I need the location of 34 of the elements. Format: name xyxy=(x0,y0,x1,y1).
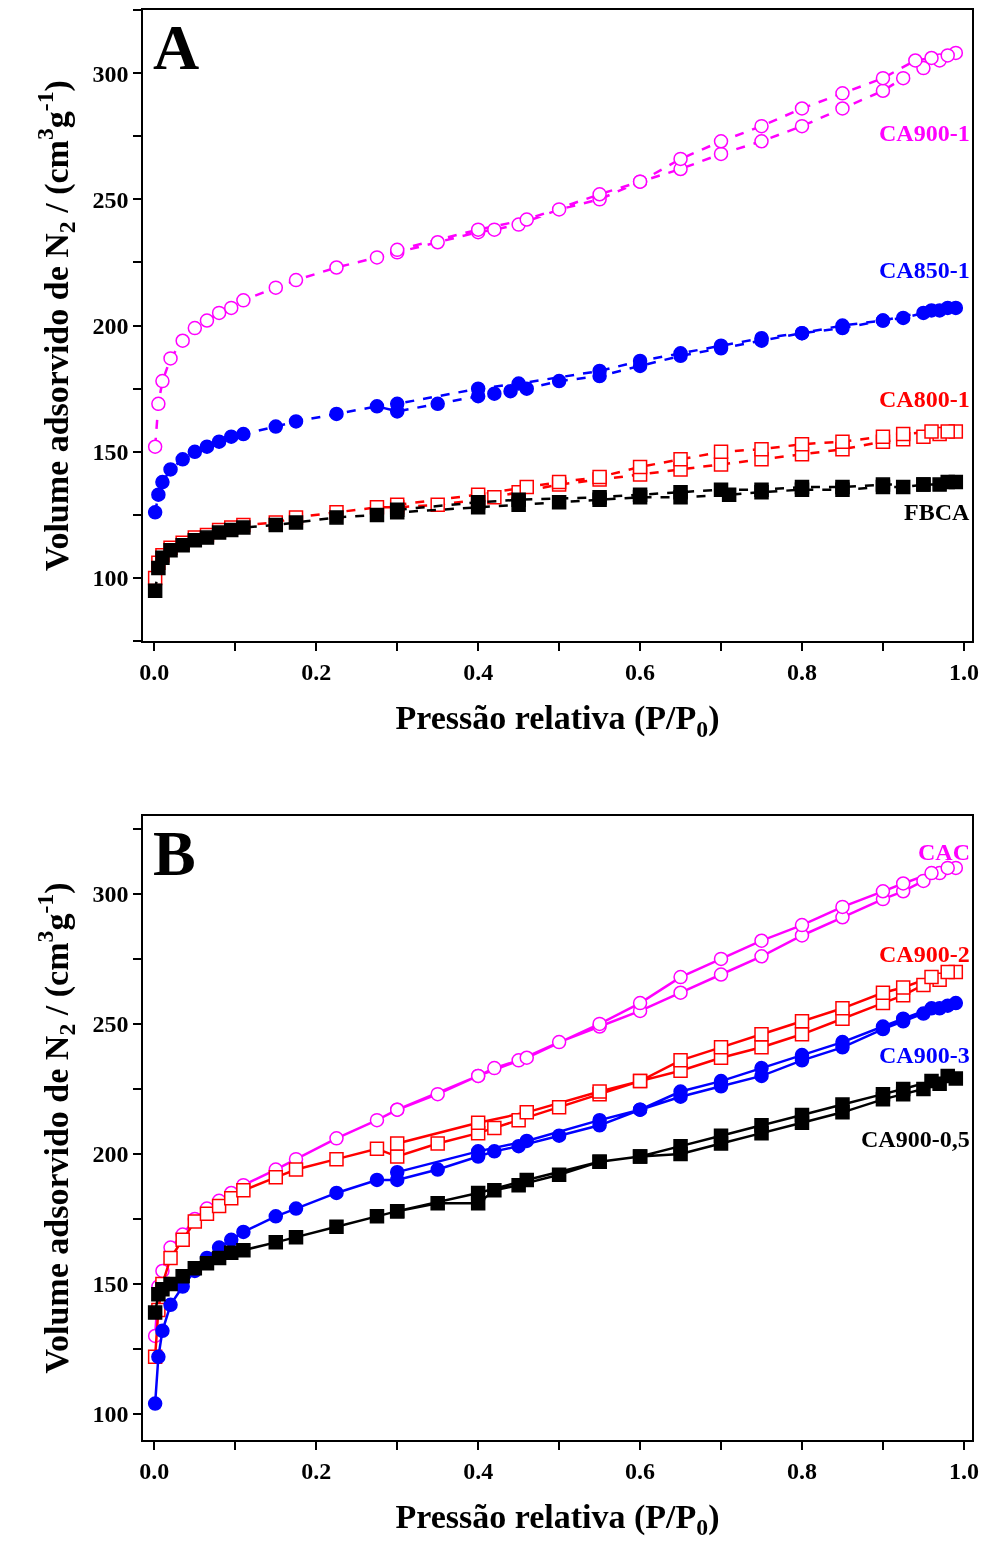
y-tick-label: 100 xyxy=(92,565,129,592)
series-label: CA900-3 xyxy=(879,1042,970,1068)
annotation: A xyxy=(153,12,200,83)
y-tick-label: 250 xyxy=(92,1011,129,1038)
x-tick-label: 1.0 xyxy=(948,658,979,685)
y-tick-label: 300 xyxy=(92,60,129,87)
x-tick-label: 1.0 xyxy=(948,1457,979,1484)
y-tick-label: 150 xyxy=(92,439,129,466)
annotation: B xyxy=(153,818,196,889)
x-tick-label: 0.2 xyxy=(301,658,332,685)
x-tick-label: 0.4 xyxy=(463,658,494,685)
series-label: CA900-1 xyxy=(879,120,970,146)
series-label: FBCA xyxy=(904,499,970,525)
y-tick-label: 100 xyxy=(92,1401,129,1428)
y-tick-label: 300 xyxy=(92,881,129,908)
x-tick-label: 0.6 xyxy=(625,1457,656,1484)
series-label: CAC xyxy=(918,839,970,865)
x-axis-title: Pressão relativa (P/P$_{0}$) xyxy=(395,699,720,742)
series-label: CA900-2 xyxy=(879,941,970,967)
y-tick-label: 200 xyxy=(92,1141,129,1168)
series-label: CA800-1 xyxy=(879,386,970,412)
x-axis-title: Pressão relativa (P/P$_{0}$) xyxy=(395,1498,720,1541)
x-tick-label: 0.2 xyxy=(301,1457,332,1484)
x-tick-label: 0.8 xyxy=(786,658,817,685)
series-label: CA900-0,5 xyxy=(861,1126,970,1152)
series-label: CA850-1 xyxy=(879,257,970,283)
x-tick-label: 0.6 xyxy=(625,658,656,685)
x-tick-label: 0.0 xyxy=(139,658,170,685)
y-tick-label: 250 xyxy=(92,186,129,213)
x-tick-label: 0.0 xyxy=(139,1457,170,1484)
y-tick-label: 200 xyxy=(92,312,129,339)
y-tick-label: 150 xyxy=(92,1271,129,1298)
x-tick-label: 0.4 xyxy=(463,1457,494,1484)
x-tick-label: 0.8 xyxy=(786,1457,817,1484)
